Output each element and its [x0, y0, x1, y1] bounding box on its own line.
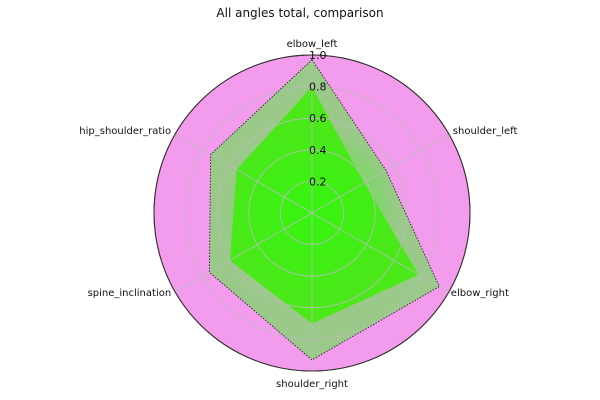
grid-spoke [311, 133, 450, 214]
axis-label-spine-inclination: spine_inclination [88, 288, 172, 299]
radial-tick-label: 0.6 [309, 112, 327, 125]
axis-label-elbow-right: elbow_right [451, 288, 509, 299]
axis-label-shoulder-right: shoulder_right [276, 379, 348, 390]
grid-spoke [311, 212, 450, 293]
grid-spoke [174, 133, 313, 214]
grid-spoke [174, 212, 313, 293]
plot-border [153, 54, 471, 372]
radial-tick-label: 0.4 [309, 144, 327, 157]
radial-tick-label: 0.8 [309, 81, 327, 94]
radial-tick-label: 1.0 [309, 49, 327, 62]
axis-label-hip-shoulder-ratio: hip_shoulder_ratio [79, 126, 171, 137]
series-1-outline [208, 58, 440, 361]
chart-title: All angles total, comparison [216, 6, 384, 20]
axis-label-elbow-left: elbow_left [287, 39, 338, 50]
radial-tick-label: 0.2 [309, 175, 327, 188]
axis-label-shoulder-left: shoulder_left [453, 126, 518, 137]
